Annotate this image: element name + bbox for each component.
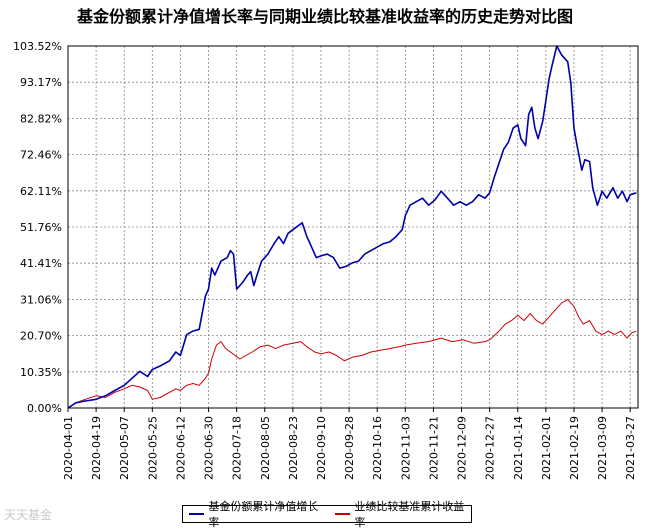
y-tick-label: 20.70%	[20, 330, 62, 343]
x-tick-label: 2021-03-27	[624, 416, 637, 480]
y-tick-label: 82.82%	[20, 112, 62, 125]
x-tick-label: 2020-10-16	[371, 416, 384, 480]
x-tick-label: 2020-04-01	[62, 416, 75, 480]
x-tick-label: 2020-09-28	[343, 416, 356, 480]
legend-swatch-fund	[189, 513, 205, 515]
legend-label-fund: 基金份额累计净值增长率	[208, 500, 319, 529]
x-tick-label: 2020-12-09	[456, 416, 469, 480]
x-axis-labels: 2020-04-01 2020-04-19 2020-05-07 2020-05-25…	[62, 416, 637, 480]
plot-frame	[67, 45, 639, 409]
x-tick-label: 2020-12-27	[484, 416, 497, 480]
x-tick-label: 2020-08-05	[259, 416, 272, 480]
y-tick-label: 0.00%	[27, 402, 62, 415]
x-tick-label: 2020-08-23	[287, 416, 300, 480]
x-tick-label: 2020-05-25	[146, 416, 159, 480]
legend-label-benchmark: 业绩比较基准累计收益率	[354, 500, 465, 529]
y-tick-label: 31.06%	[20, 293, 62, 306]
x-tick-label: 2020-11-03	[399, 416, 412, 480]
y-tick-label: 72.46%	[20, 149, 62, 162]
x-tick-label: 2021-03-09	[596, 416, 609, 480]
x-tick-label: 2020-07-18	[231, 416, 244, 480]
y-tick-label: 51.76%	[20, 221, 62, 234]
y-tick-label: 41.41%	[20, 257, 62, 270]
x-tick-label: 2020-04-19	[90, 416, 103, 480]
series-layer	[67, 45, 637, 409]
legend-item-benchmark: 业绩比较基准累计收益率	[335, 498, 471, 530]
x-tick-label: 2020-06-12	[174, 416, 187, 480]
y-tick-label: 10.35%	[20, 366, 62, 379]
chart-title: 基金份额累计净值增长率与同期业绩比较基准收益率的历史走势对比图	[76, 7, 573, 26]
legend: 基金份额累计净值增长率 业绩比较基准累计收益率	[182, 500, 472, 529]
legend-item-fund: 基金份额累计净值增长率	[189, 498, 325, 530]
x-tick-label: 2021-02-01	[540, 416, 553, 480]
y-axis-labels: 103.52% 93.17% 82.82% 72.46% 62.11% 51.76% 41.…	[13, 40, 62, 415]
y-tick-label: 62.11%	[20, 185, 62, 198]
x-tick-label: 2021-02-19	[568, 416, 581, 480]
y-tick-label: 103.52%	[13, 40, 62, 53]
watermark: 天天基金	[4, 508, 53, 522]
y-tick-label: 93.17%	[20, 76, 62, 89]
legend-swatch-benchmark	[335, 513, 351, 515]
series-line-benchmark	[67, 299, 637, 409]
x-tick-label: 2020-09-10	[315, 416, 328, 480]
x-tick-label: 2020-06-30	[203, 416, 216, 480]
x-tick-label: 2020-11-21	[427, 416, 440, 480]
x-tick-label: 2020-05-07	[118, 416, 131, 480]
x-tick-label: 2021-01-14	[512, 416, 525, 480]
series-line-fund	[67, 45, 637, 409]
line-chart: 103.52% 93.17% 82.82% 72.46% 62.11% 51.76% 41.…	[13, 40, 639, 480]
